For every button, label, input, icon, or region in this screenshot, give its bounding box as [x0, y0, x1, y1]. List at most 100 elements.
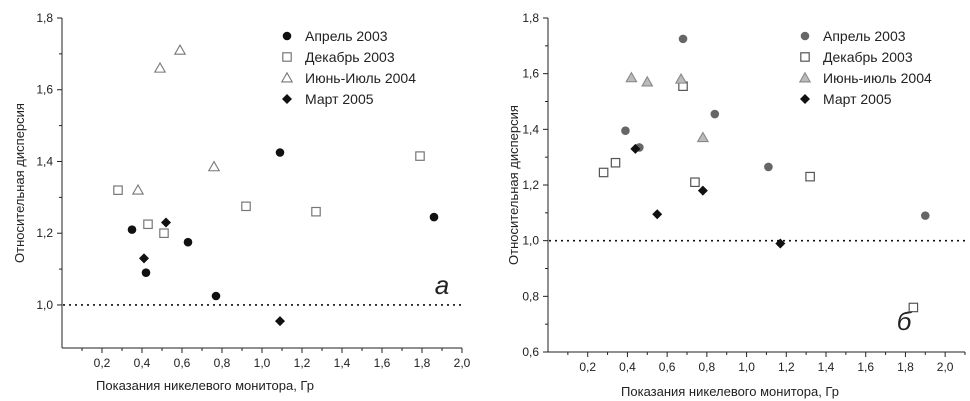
legend-marker — [282, 94, 292, 104]
legend-label: Март 2005 — [305, 91, 374, 107]
x-tick-label: 1,6 — [374, 356, 391, 370]
series-3 — [630, 143, 786, 249]
legend-marker — [800, 52, 810, 62]
panel-a: 0,2 0,4 0,6 0,8 1,0 1,2 1,4 1,6 1,8 2,0 1,0 1,2 1,4 1… — [12, 11, 471, 393]
data-point — [113, 185, 123, 195]
data-point — [127, 225, 137, 234]
legend-marker — [798, 71, 812, 83]
x-tick-label: 0,8 — [699, 360, 716, 374]
x-tick-label: 1,4 — [818, 360, 835, 374]
data-point — [153, 61, 167, 73]
data-point — [598, 167, 609, 178]
data-point — [311, 206, 321, 217]
data-point — [173, 43, 187, 55]
data-point — [674, 72, 688, 84]
panel-label: а — [435, 270, 449, 300]
x-tick-label: 0,6 — [659, 360, 676, 374]
x-tick-label: 1,2 — [778, 360, 795, 374]
y-tick-label: 1,8 — [522, 11, 539, 25]
data-point — [690, 177, 700, 188]
y-tick-label: 0,6 — [522, 345, 539, 359]
data-point — [621, 126, 630, 136]
y-tick-label: 0,8 — [522, 289, 539, 303]
data-point — [641, 75, 654, 87]
data-point — [143, 219, 153, 230]
data-point — [207, 160, 221, 172]
data-point — [275, 316, 285, 327]
data-point — [764, 162, 773, 172]
x-tick-label: 1,8 — [897, 360, 914, 374]
data-point — [241, 201, 251, 212]
legend-label: Июнь-июль 2004 — [823, 70, 932, 86]
x-tick-label: 0,6 — [174, 356, 191, 370]
data-point — [141, 268, 151, 277]
series-1 — [113, 151, 425, 239]
panel-label: б — [897, 306, 913, 336]
data-point — [697, 185, 708, 196]
y-tick-label: 1,2 — [522, 178, 539, 192]
data-point — [805, 171, 815, 182]
series-3 — [139, 217, 285, 327]
x-tick-label: 0,2 — [94, 356, 111, 370]
data-point — [139, 253, 149, 264]
series-1 — [598, 81, 919, 313]
y-axis-title: Относительная дисперсия — [506, 105, 521, 265]
panel-b: 0,2 0,4 0,6 0,8 1,0 1,2 1,4 1,6 1,8 2,0 0,6 0,8 1,0 1… — [506, 11, 966, 399]
y-tick-label: 1,4 — [522, 122, 539, 136]
data-point — [652, 209, 663, 220]
y-axis-title: Относительная дисперсия — [12, 103, 27, 263]
y-tick-label: 1,6 — [36, 83, 53, 97]
y-tick-label: 1,6 — [522, 67, 539, 81]
legend-item: Апрель 2003 — [282, 28, 388, 44]
x-tick-label: 0,4 — [619, 360, 636, 374]
series-0 — [127, 148, 439, 301]
y-tick-label: 1,0 — [36, 298, 53, 312]
legend-label: Декабрь 2003 — [305, 49, 395, 65]
x-tick-label: 0,2 — [579, 360, 596, 374]
x-tick-label: 2,0 — [454, 356, 471, 370]
data-point — [625, 71, 638, 83]
y-tick-label: 1,4 — [36, 154, 53, 168]
x-tick-label: 1,2 — [294, 356, 311, 370]
legend-item: Март 2005 — [800, 91, 892, 107]
data-point — [161, 217, 171, 228]
legend-item: Март 2005 — [282, 91, 374, 107]
legend: Апрель 2003 Декабрь 2003 Июнь-Июль 2004 Мар… — [280, 28, 416, 107]
x-tick-label: 1,4 — [334, 356, 351, 370]
y-tick-label: 1,0 — [522, 234, 539, 248]
data-point — [275, 148, 285, 157]
legend-marker — [280, 71, 294, 83]
y-tick-label: 1,2 — [36, 226, 53, 240]
legend-marker — [282, 52, 292, 62]
data-point — [920, 211, 930, 220]
legend-item: Декабрь 2003 — [282, 49, 395, 65]
data-point — [183, 237, 193, 247]
legend-item: Апрель 2003 — [800, 28, 906, 44]
legend-marker — [800, 94, 810, 104]
data-point — [159, 228, 169, 239]
data-point — [630, 143, 641, 154]
y-tick-label: 1,8 — [36, 11, 53, 25]
legend-marker — [800, 31, 810, 41]
data-point — [415, 151, 425, 161]
legend-label: Апрель 2003 — [305, 28, 388, 44]
x-axis-title: Показания никелевого монитора, Гр — [96, 378, 314, 393]
data-point — [211, 291, 221, 301]
data-point — [696, 131, 710, 143]
legend-label: Апрель 2003 — [823, 28, 906, 44]
x-tick-label: 1,8 — [414, 356, 431, 370]
series-2 — [625, 71, 710, 143]
legend-label: Декабрь 2003 — [823, 49, 913, 65]
x-axis-title: Показания никелевого монитора, Гр — [621, 384, 839, 399]
data-point — [678, 34, 688, 44]
x-tick-label: 0,8 — [214, 356, 231, 370]
legend-item: Июнь-июль 2004 — [798, 70, 932, 86]
legend-label: Март 2005 — [823, 91, 892, 107]
x-tick-label: 2,0 — [937, 360, 954, 374]
data-point — [908, 302, 919, 313]
legend-label: Июнь-Июль 2004 — [305, 70, 416, 86]
data-point — [429, 212, 439, 222]
data-point — [610, 157, 621, 168]
series-2 — [131, 43, 221, 195]
